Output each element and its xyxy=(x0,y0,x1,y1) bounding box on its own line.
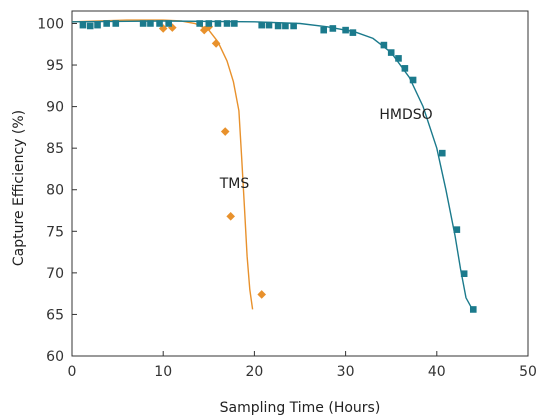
hmdso-point xyxy=(453,226,461,233)
y-tick-label: 80 xyxy=(46,183,64,199)
hmdso-point xyxy=(265,21,273,29)
y-tick-label: 85 xyxy=(46,141,64,157)
hmdso-point xyxy=(112,20,120,27)
plot-frame xyxy=(71,10,529,357)
hmdso-point xyxy=(282,22,289,30)
hmdso-point xyxy=(231,20,238,27)
tms-fit-curve xyxy=(71,19,254,310)
hmdso-point xyxy=(409,76,417,84)
hmdso-point xyxy=(349,29,357,36)
hmdso-point xyxy=(342,26,349,34)
x-tick-label: 40 xyxy=(428,364,446,380)
tms-point xyxy=(158,24,168,33)
hmdso-point xyxy=(205,20,213,27)
tms-point xyxy=(220,127,230,136)
hmdso-point xyxy=(156,20,163,27)
hmdso-point xyxy=(165,20,172,27)
hmdso-point xyxy=(460,270,468,277)
hmdso-point xyxy=(223,20,231,27)
y-tick-label: 70 xyxy=(46,266,64,282)
y-tick-label: 100 xyxy=(37,16,64,32)
hmdso-point xyxy=(258,21,265,29)
y-tick-label: 95 xyxy=(46,58,64,74)
hmdso-point xyxy=(380,41,388,49)
hmdso-point xyxy=(438,149,446,157)
hmdso-point xyxy=(103,20,110,27)
hmdso-point xyxy=(79,21,87,29)
hmdso-series-label: HMDSO xyxy=(379,107,432,123)
y-tick-label: 90 xyxy=(46,100,64,116)
hmdso-point xyxy=(214,20,222,27)
tms-point xyxy=(257,290,266,299)
hmdso-point xyxy=(147,20,154,27)
x-tick-label: 0 xyxy=(68,364,77,380)
x-axis-title: Sampling Time (Hours) xyxy=(220,400,381,416)
hmdso-point xyxy=(86,22,94,30)
hmdso-point xyxy=(387,49,395,56)
tms-series-label: TMS xyxy=(219,176,250,192)
y-tick-label: 60 xyxy=(46,349,64,365)
hmdso-point xyxy=(401,65,409,72)
hmdso-point xyxy=(320,26,328,34)
tms-point xyxy=(204,22,214,32)
tms-point xyxy=(226,212,235,221)
hmdso-point xyxy=(94,21,101,29)
hmdso-point xyxy=(139,20,147,27)
hmdso-point xyxy=(395,55,402,62)
tms-point xyxy=(168,23,177,32)
tms-point xyxy=(211,39,221,48)
y-axis-title: Capture Efficiency (%) xyxy=(11,110,27,266)
hmdso-point xyxy=(469,306,477,313)
x-tick-label: 20 xyxy=(245,364,263,380)
y-tick-label: 65 xyxy=(46,307,64,323)
y-tick-label: 75 xyxy=(46,224,64,240)
x-tick-label: 50 xyxy=(519,364,537,380)
hmdso-point xyxy=(290,22,297,30)
x-tick-label: 10 xyxy=(154,364,172,380)
hmdso-fit-curve xyxy=(71,20,474,312)
hmdso-point xyxy=(329,25,337,32)
hmdso-point xyxy=(196,20,203,27)
x-tick-label: 30 xyxy=(337,364,355,380)
hmdso-point xyxy=(274,22,282,30)
